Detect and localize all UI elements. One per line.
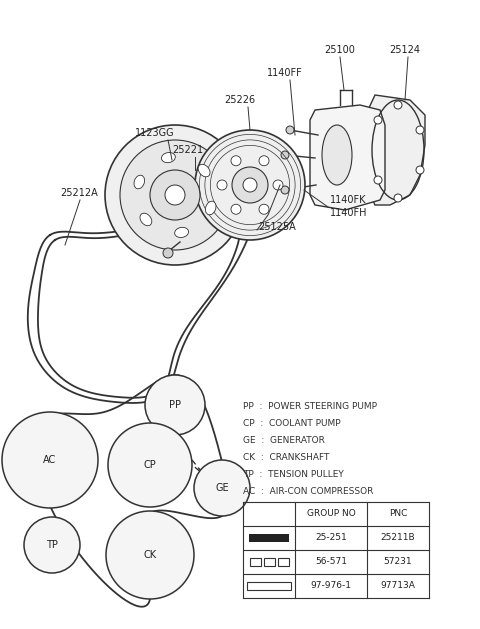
Circle shape	[416, 166, 424, 174]
Ellipse shape	[140, 213, 152, 226]
Ellipse shape	[198, 164, 210, 177]
Circle shape	[195, 130, 305, 240]
Text: 25125A: 25125A	[258, 222, 296, 232]
Text: AC: AC	[43, 455, 57, 465]
Circle shape	[150, 170, 200, 220]
Circle shape	[259, 204, 269, 214]
Bar	[250, 558, 261, 566]
Circle shape	[273, 180, 283, 190]
Circle shape	[281, 186, 289, 194]
Text: 25221: 25221	[172, 145, 204, 155]
Text: 57231: 57231	[384, 557, 412, 567]
Text: PP: PP	[169, 400, 181, 410]
Text: 1140FF: 1140FF	[267, 68, 303, 78]
Text: CP  :  COOLANT PUMP: CP : COOLANT PUMP	[243, 419, 341, 428]
Text: 25212A: 25212A	[60, 188, 98, 198]
Circle shape	[217, 180, 227, 190]
Text: CK  :  CRANKSHAFT: CK : CRANKSHAFT	[243, 453, 329, 462]
Text: 25-251: 25-251	[315, 533, 347, 542]
Ellipse shape	[205, 201, 216, 214]
Circle shape	[416, 126, 424, 134]
Polygon shape	[310, 105, 385, 210]
Polygon shape	[368, 95, 425, 205]
Ellipse shape	[2, 412, 98, 508]
Bar	[247, 582, 291, 590]
Text: 56-571: 56-571	[315, 557, 347, 567]
Text: 25226: 25226	[225, 95, 255, 105]
Bar	[277, 558, 288, 566]
Text: 97-976-1: 97-976-1	[311, 581, 351, 591]
Circle shape	[231, 204, 241, 214]
Circle shape	[394, 194, 402, 202]
Text: 25124: 25124	[389, 45, 420, 55]
Text: GROUP NO: GROUP NO	[307, 509, 355, 518]
Text: CP: CP	[144, 460, 156, 470]
Circle shape	[105, 125, 245, 265]
Circle shape	[286, 126, 294, 134]
Text: 25100: 25100	[324, 45, 355, 55]
Ellipse shape	[194, 460, 250, 516]
Bar	[264, 558, 275, 566]
Text: GE  :  GENERATOR: GE : GENERATOR	[243, 436, 325, 445]
Circle shape	[281, 151, 289, 159]
Text: 1123GG: 1123GG	[135, 128, 175, 138]
Text: AC  :  AIR-CON COMPRESSOR: AC : AIR-CON COMPRESSOR	[243, 487, 373, 496]
Circle shape	[243, 178, 257, 192]
Text: TP  :  TENSION PULLEY: TP : TENSION PULLEY	[243, 470, 344, 479]
Circle shape	[165, 185, 185, 205]
Ellipse shape	[322, 125, 352, 185]
Circle shape	[259, 156, 269, 166]
Text: CK: CK	[144, 550, 156, 560]
Ellipse shape	[108, 423, 192, 507]
Circle shape	[394, 101, 402, 109]
Circle shape	[163, 248, 173, 258]
Ellipse shape	[106, 511, 194, 599]
Text: 25211B: 25211B	[381, 533, 415, 542]
Ellipse shape	[24, 517, 80, 573]
Text: 1140FK: 1140FK	[330, 195, 367, 205]
Text: GE: GE	[215, 483, 229, 493]
Ellipse shape	[145, 375, 205, 435]
Circle shape	[120, 140, 230, 250]
Bar	[249, 534, 289, 542]
Text: 97713A: 97713A	[381, 581, 415, 591]
Text: PP  :  POWER STEERING PUMP: PP : POWER STEERING PUMP	[243, 402, 377, 411]
Circle shape	[231, 156, 241, 166]
Circle shape	[232, 167, 268, 203]
Ellipse shape	[134, 175, 144, 189]
Ellipse shape	[161, 152, 175, 163]
Circle shape	[374, 116, 382, 124]
Circle shape	[374, 176, 382, 184]
Text: PNC: PNC	[389, 509, 407, 518]
Text: TP: TP	[46, 540, 58, 550]
Text: 1140FH: 1140FH	[330, 208, 368, 218]
Ellipse shape	[175, 227, 189, 238]
